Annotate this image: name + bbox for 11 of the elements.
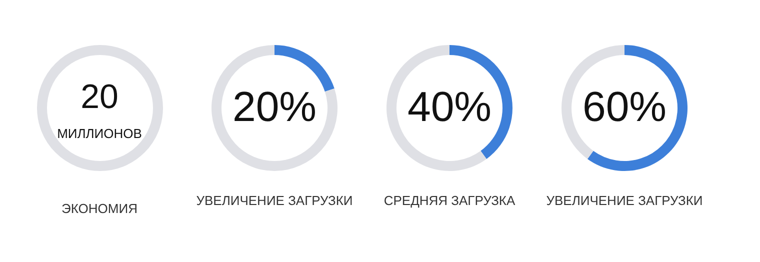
data-label: 20% (232, 83, 317, 130)
text: 20 (80, 78, 120, 117)
text: УВЕЛИЧЕНИЕ ЗАГРУЗКИ (196, 193, 353, 208)
text: ЭКОНОМИЯ (60, 201, 138, 216)
text: СРЕДНЯЯ ЗАГРУЗКА (384, 193, 516, 208)
data-label: 40% (407, 83, 492, 130)
data-label: 60% (582, 83, 667, 130)
text: УВЕЛИЧЕНИЕ ЗАГРУЗКИ (546, 193, 703, 208)
text: МИЛЛИОНОВ (56, 126, 143, 141)
donut-slice (212, 45, 338, 171)
donut-slice (274, 45, 334, 92)
